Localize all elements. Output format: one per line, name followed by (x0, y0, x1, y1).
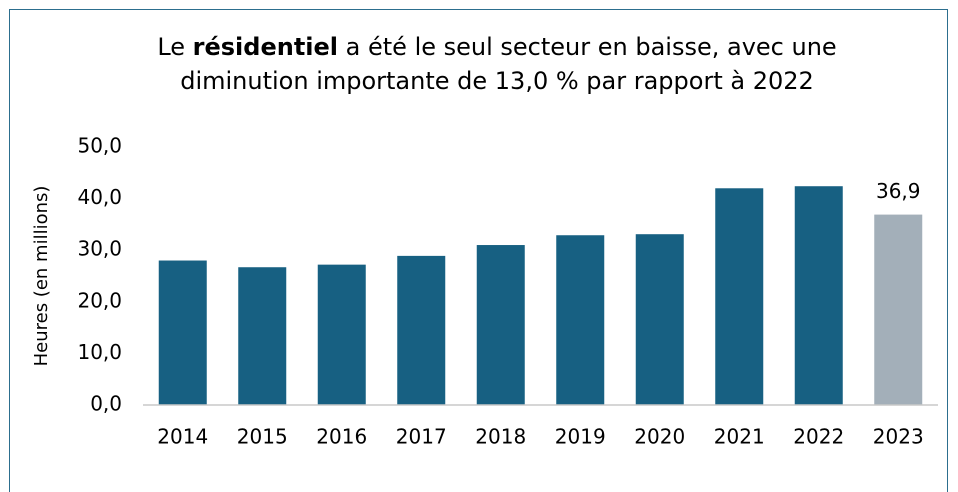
bar (556, 235, 605, 405)
x-tick-label: 2015 (237, 425, 288, 449)
y-tick-label: 30,0 (77, 237, 122, 261)
chart-title: Le résidentiel a été le seul secteur en … (157, 33, 837, 95)
y-tick-label: 10,0 (77, 340, 122, 364)
y-tick-label: 0,0 (90, 392, 122, 416)
bar (158, 260, 207, 405)
x-tick-label: 2016 (316, 425, 367, 449)
x-tick-label: 2020 (634, 425, 685, 449)
bar (476, 245, 525, 405)
frame (9, 9, 948, 492)
data-label: 36,9 (876, 179, 921, 203)
x-tick-label: 2021 (714, 425, 765, 449)
y-tick-label: 50,0 (77, 134, 122, 158)
bar (794, 186, 843, 405)
x-tick-label: 2018 (475, 425, 526, 449)
bar (874, 214, 923, 405)
bar (635, 234, 684, 405)
x-tick-label: 2022 (793, 425, 844, 449)
y-axis-title: Heures (en millions) (31, 186, 52, 367)
x-tick-label: 2023 (873, 425, 924, 449)
y-tick-label: 20,0 (77, 288, 122, 312)
x-tick-label: 2014 (157, 425, 208, 449)
bar (238, 267, 287, 405)
x-tick-label: 2019 (555, 425, 606, 449)
y-tick-label: 40,0 (77, 185, 122, 209)
bar (397, 255, 446, 405)
title-emphasis: résidentiel (192, 33, 339, 61)
bar (715, 188, 764, 405)
x-tick-label: 2017 (396, 425, 447, 449)
bar (317, 264, 366, 405)
